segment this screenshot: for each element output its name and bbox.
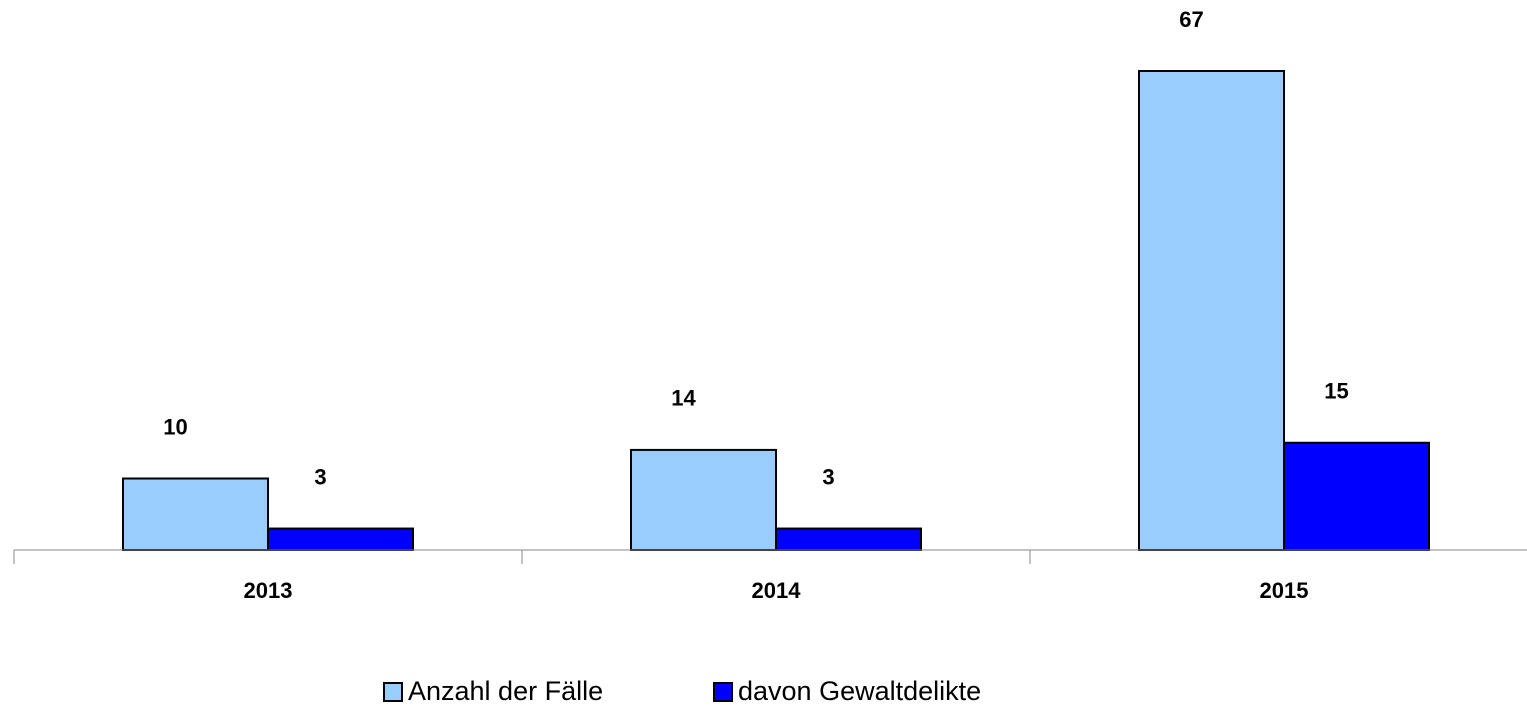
bar [775, 527, 922, 552]
legend-swatch [713, 682, 733, 702]
bar [630, 448, 777, 552]
bar [122, 477, 269, 552]
legend-swatch [383, 682, 403, 702]
data-label: 67 [1179, 7, 1203, 32]
data-label: 3 [314, 464, 326, 489]
x-tick-label: 2013 [244, 578, 293, 603]
bar [267, 527, 414, 552]
data-label: 14 [671, 386, 696, 411]
data-label: 15 [1324, 379, 1348, 404]
legend-label: Anzahl der Fälle [408, 676, 603, 706]
data-label: 3 [822, 464, 834, 489]
x-tick-label: 2014 [752, 578, 802, 603]
x-tick-label: 2015 [1260, 578, 1309, 603]
data-label: 10 [163, 414, 187, 439]
legend-label: davon Gewaltdelikte [738, 676, 981, 706]
bar [1138, 70, 1285, 551]
bar [1283, 441, 1430, 552]
